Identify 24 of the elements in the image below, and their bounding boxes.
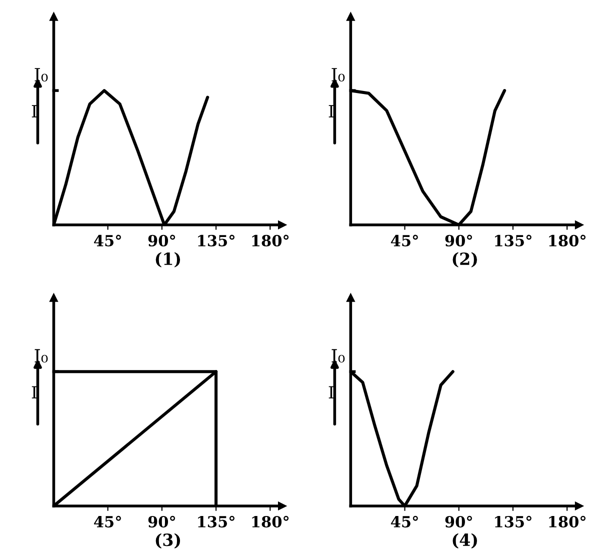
- x-tick-label: 180°: [252, 516, 289, 528]
- x-tick-label: 180°: [549, 516, 586, 528]
- x-tick-label: 45°: [94, 234, 121, 246]
- x-tick-label: 90°: [445, 516, 472, 528]
- x-tick-label: 180°: [549, 234, 586, 246]
- y-axis-title: I: [328, 105, 334, 118]
- x-tick-label: 90°: [148, 234, 176, 246]
- x-axis-title: (1): [156, 252, 180, 268]
- y-axis-title: I: [32, 105, 37, 118]
- x-axis-title: (3): [156, 533, 180, 549]
- x-tick-label: 45°: [390, 234, 418, 246]
- x-tick-label: 45°: [390, 516, 418, 528]
- y-axis-title: I: [32, 386, 37, 398]
- x-axis-title: (4): [452, 533, 477, 549]
- y-axis-title: I: [328, 386, 334, 398]
- x-tick-label: 135°: [198, 516, 234, 528]
- x-tick-label: 180°: [252, 234, 289, 246]
- x-tick-label: 135°: [495, 516, 532, 528]
- x-tick-label: 90°: [148, 516, 176, 528]
- x-tick-label: 135°: [495, 234, 532, 246]
- x-tick-label: 90°: [445, 234, 472, 246]
- x-tick-label: 135°: [198, 234, 234, 246]
- x-tick-label: 45°: [94, 516, 121, 528]
- x-axis-title: (2): [452, 252, 477, 268]
